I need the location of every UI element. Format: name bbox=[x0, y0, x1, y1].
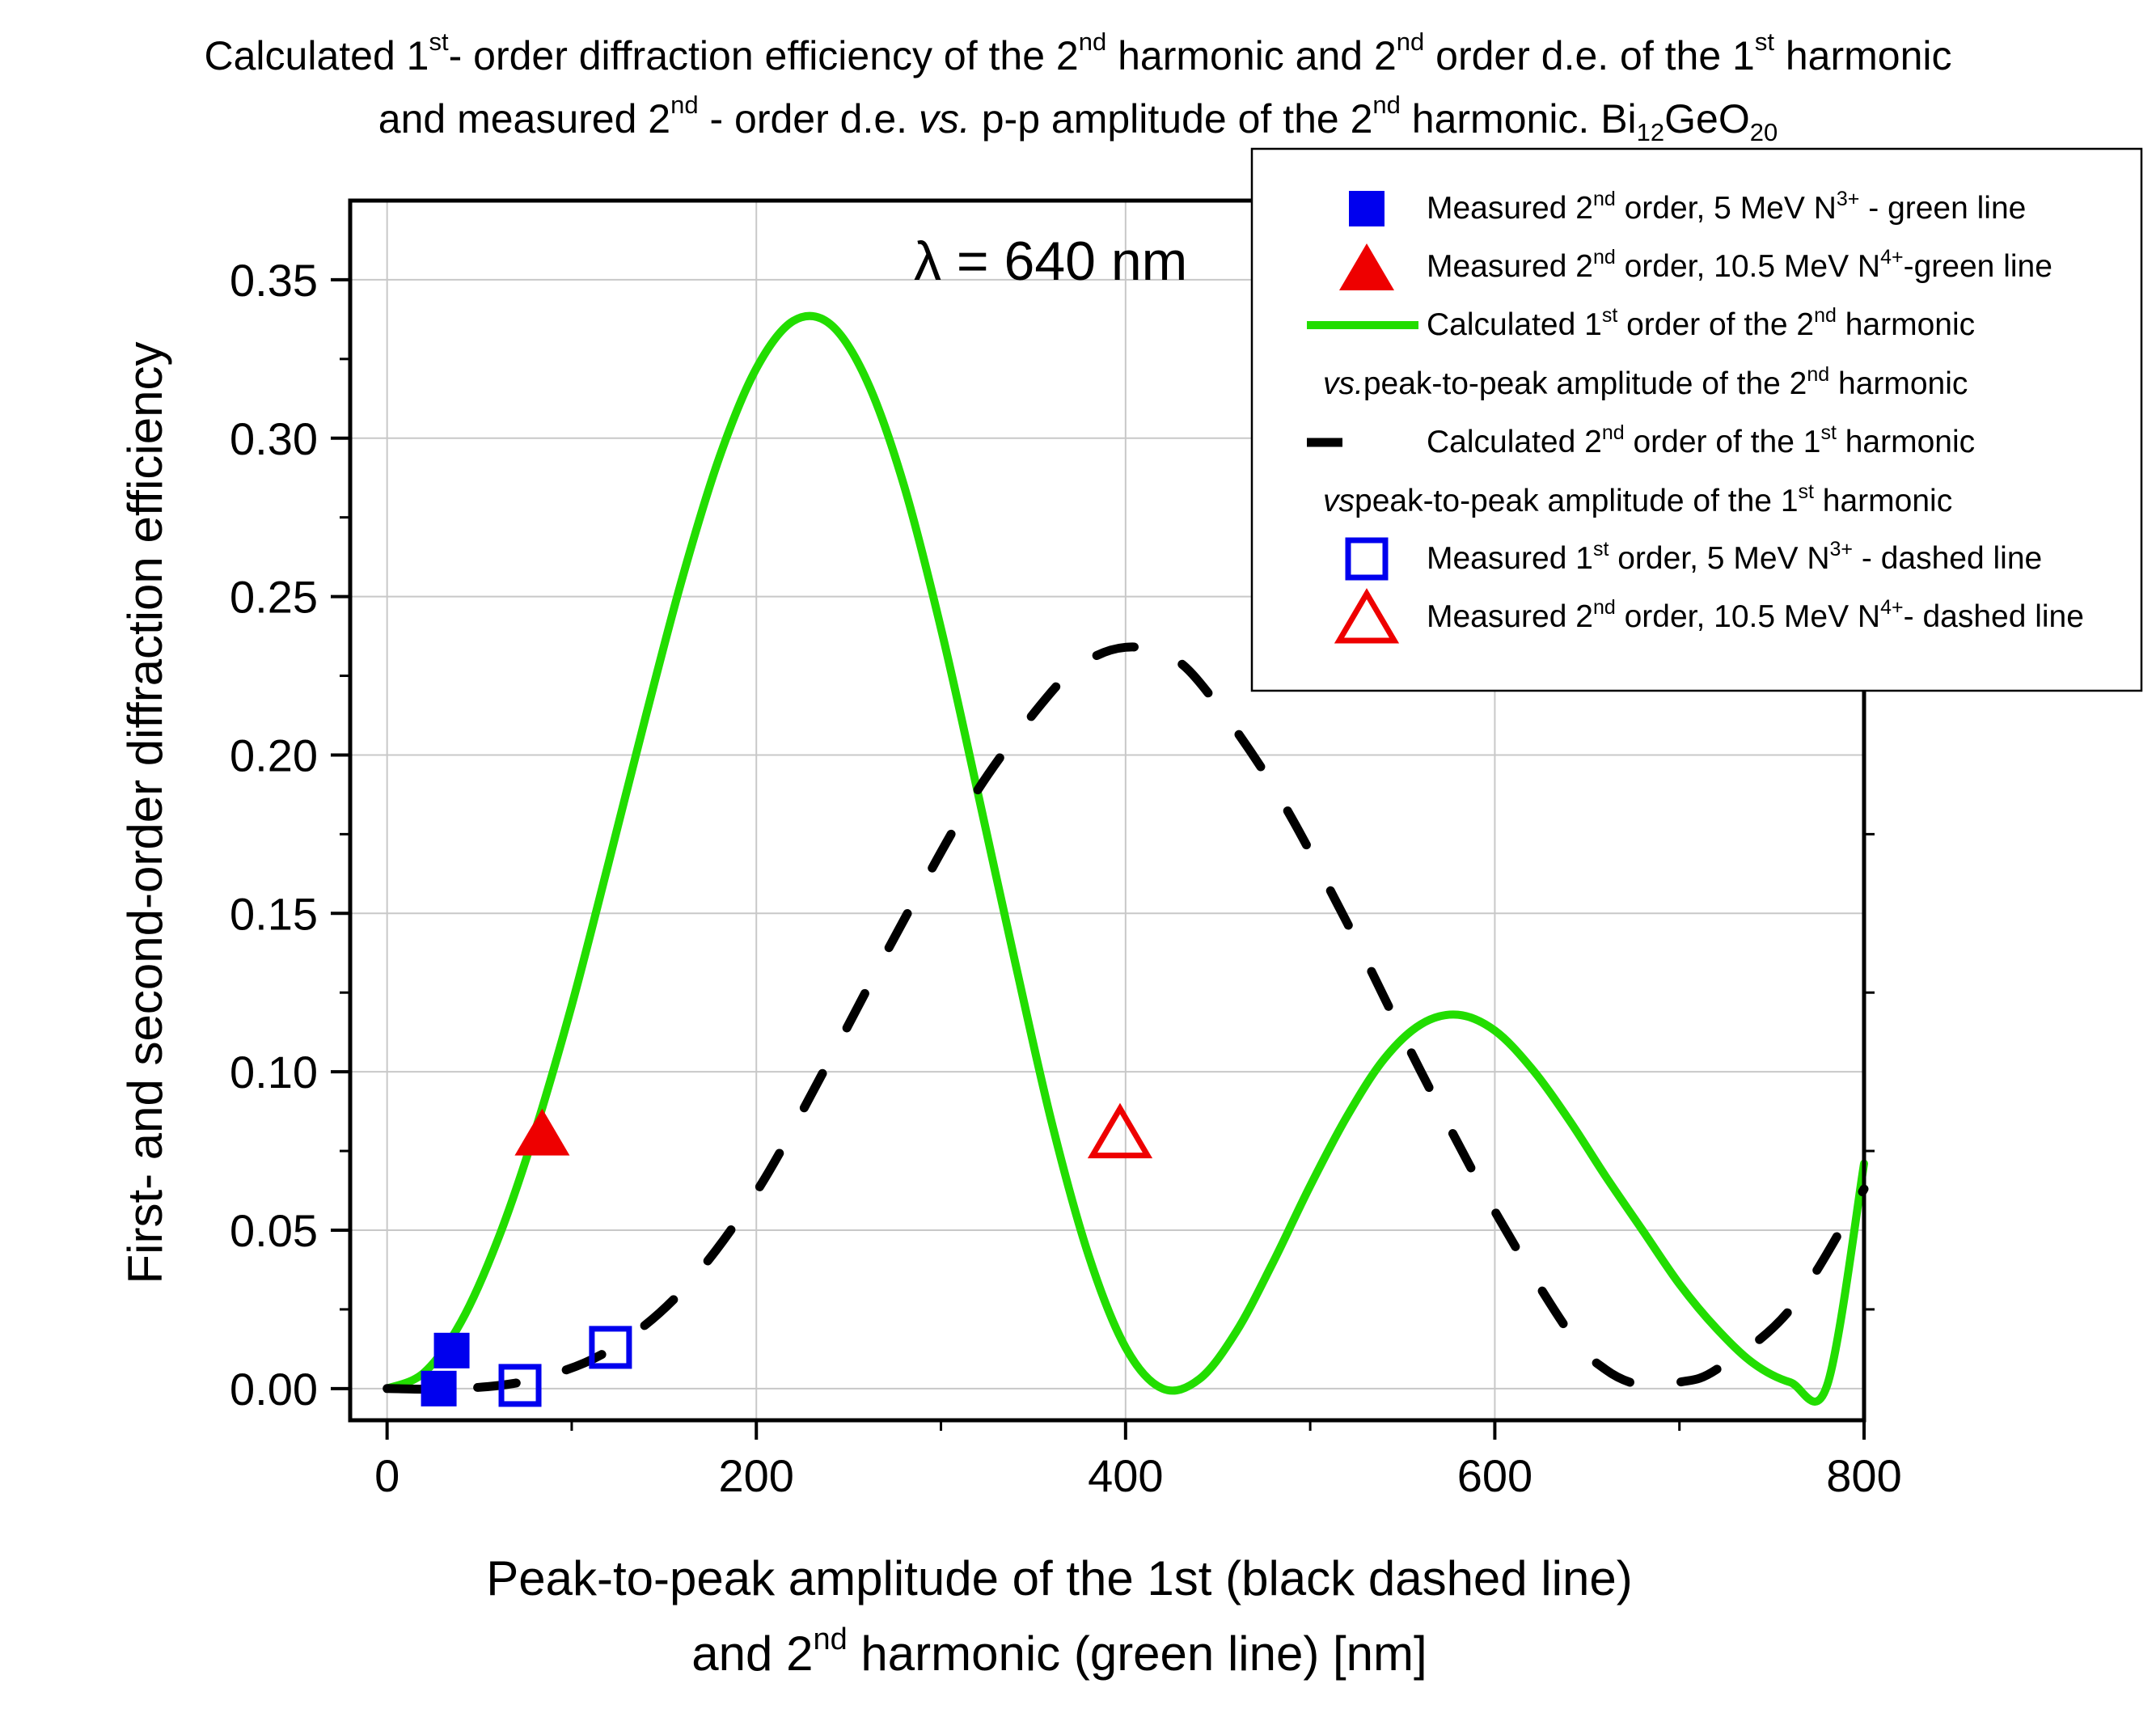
legend-symbol-filled-square bbox=[1349, 191, 1384, 226]
x-tick-label: 200 bbox=[719, 1450, 794, 1501]
legend-symbol-open-triangle bbox=[1334, 588, 1400, 644]
legend-entry: Measured 2nd order, 10.5 MeV N4+-green l… bbox=[1339, 243, 2052, 290]
legend-symbol-filled-triangle bbox=[1339, 243, 1394, 290]
filled-square-marker bbox=[433, 1332, 470, 1368]
open-triangle-marker bbox=[1087, 1102, 1153, 1159]
open-square-marker bbox=[498, 1364, 542, 1407]
wavelength-annotation: λ = 640 nm bbox=[914, 231, 1187, 292]
legend-entry: vs.peak-to-peak amplitude of the 2nd har… bbox=[1323, 363, 1968, 401]
legend-entry: Measured 1st order, 5 MeV N3+ - dashed l… bbox=[1345, 537, 2042, 581]
legend-label: vspeak-to-peak amplitude of the 1st harm… bbox=[1323, 480, 1952, 518]
legend-entry: Measured 2nd order, 10.5 MeV N4+- dashed… bbox=[1334, 588, 2084, 644]
x-tick-label: 800 bbox=[1826, 1450, 1901, 1501]
curves bbox=[383, 311, 1869, 1406]
plot-frame bbox=[348, 198, 1866, 1423]
legend-entry: Measured 2nd order, 5 MeV N3+ - green li… bbox=[1349, 188, 2026, 226]
y-tick-label: 0.15 bbox=[230, 888, 318, 939]
y-tick-label: 0.10 bbox=[230, 1047, 318, 1098]
open-square-marker bbox=[589, 1326, 632, 1369]
y-tick-label: 0.05 bbox=[230, 1205, 318, 1256]
chart-title-line-2: and measured 2nd - order d.e. vs. p-p am… bbox=[378, 91, 1778, 146]
legend-label: Measured 2nd order, 10.5 MeV N4+- dashed… bbox=[1427, 596, 2084, 634]
axis-ticks: 0 200 400 600 800 0.00 0.05 0.10 0.15 0.20 0.25 0.3… bbox=[230, 255, 1902, 1501]
black-dashed-curve bbox=[383, 642, 1869, 1394]
legend: Measured 2nd order, 5 MeV N3+ - green li… bbox=[1250, 147, 2143, 692]
y-tick-label: 0.25 bbox=[230, 572, 318, 623]
legend-entry: Calculated 1st order of the 2nd harmonic bbox=[1307, 304, 1975, 342]
y-tick-label: 0.35 bbox=[230, 255, 318, 306]
legend-label: vs.peak-to-peak amplitude of the 2nd har… bbox=[1323, 363, 1968, 401]
legend-label: Calculated 2nd order of the 1st harmonic bbox=[1427, 421, 1975, 459]
y-tick-label: 0.30 bbox=[230, 413, 318, 464]
filled-square-marker bbox=[421, 1370, 457, 1407]
legend-entry: vspeak-to-peak amplitude of the 1st harm… bbox=[1323, 480, 1952, 518]
filled-triangle-marker bbox=[514, 1108, 570, 1156]
y-tick-label: 0.20 bbox=[230, 730, 318, 780]
legend-box bbox=[1250, 147, 2143, 692]
green-solid-curve bbox=[383, 311, 1868, 1406]
legend-symbol-open-square bbox=[1345, 537, 1389, 581]
x-tick-label: 0 bbox=[374, 1450, 399, 1501]
data-markers bbox=[421, 1102, 1153, 1407]
legend-label: Measured 2nd order, 5 MeV N3+ - green li… bbox=[1427, 188, 2026, 226]
legend-label: Measured 2nd order, 10.5 MeV N4+-green l… bbox=[1427, 246, 2052, 284]
chart-title-line-1: Calculated 1st- order diffraction effici… bbox=[204, 27, 1952, 78]
y-tick-label: 0.00 bbox=[230, 1364, 318, 1415]
y-axis-title: First- and second-order diffraction effi… bbox=[118, 342, 172, 1284]
x-axis-title-line-1: Peak-to-peak amplitude of the 1st (black… bbox=[486, 1551, 1632, 1605]
x-tick-label: 600 bbox=[1457, 1450, 1532, 1501]
x-tick-label: 400 bbox=[1088, 1450, 1163, 1501]
x-axis-title-line-2: and 2nd harmonic (green line) [nm] bbox=[691, 1622, 1427, 1681]
legend-entry: Calculated 2nd order of the 1st harmonic bbox=[1307, 421, 1975, 459]
legend-label: Calculated 1st order of the 2nd harmonic bbox=[1427, 304, 1975, 342]
legend-label: Measured 1st order, 5 MeV N3+ - dashed l… bbox=[1427, 538, 2042, 576]
